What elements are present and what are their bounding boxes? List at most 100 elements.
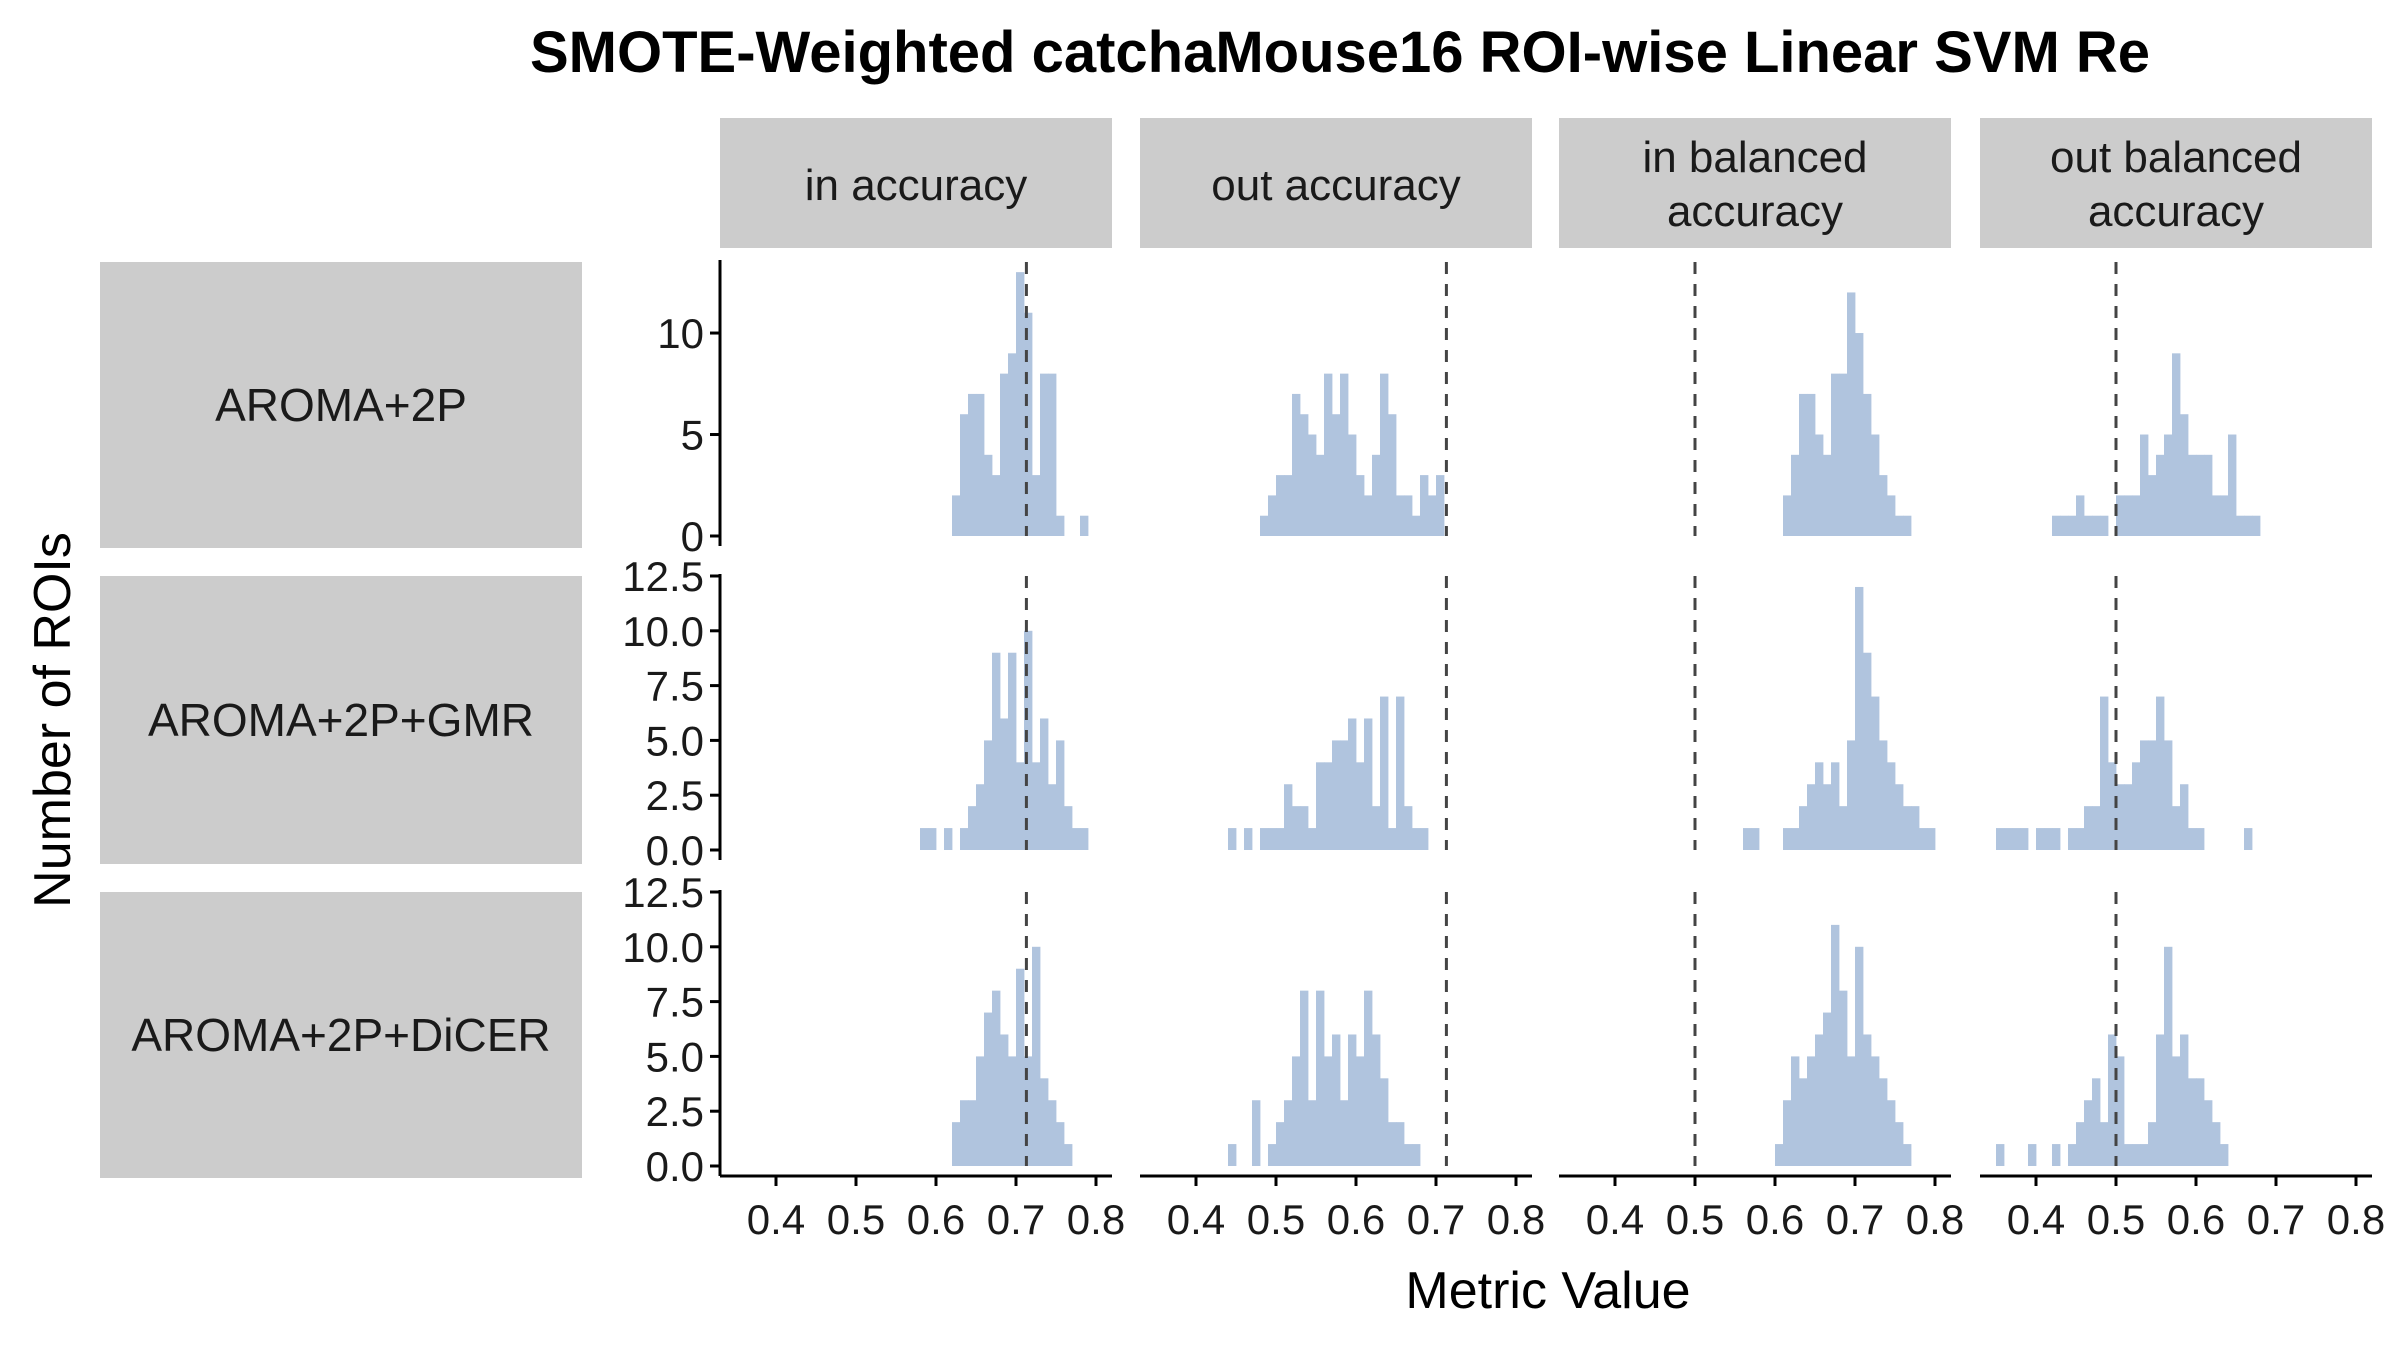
y-tick-label: 10.0: [622, 924, 704, 971]
histogram-bar: [1380, 373, 1389, 536]
row-strip-label: AROMA+2P: [215, 379, 467, 431]
x-tick-label: 0.4: [747, 1196, 805, 1243]
x-tick-label: 0.8: [1906, 1196, 1964, 1243]
y-tick-label: 10.0: [622, 608, 704, 655]
y-tick-label: 2.5: [646, 1088, 704, 1135]
histogram-bar: [1324, 762, 1333, 850]
histogram-bar: [2196, 454, 2205, 536]
histogram-bar: [1340, 1100, 1349, 1166]
histogram-bar: [1743, 828, 1752, 850]
histogram-bar: [1839, 990, 1848, 1166]
histogram-bar: [1396, 696, 1405, 850]
histogram-bar: [2092, 1078, 2101, 1166]
y-tick-label: 5.0: [646, 1033, 704, 1080]
row-strip: [100, 576, 582, 864]
histogram-bar: [1032, 946, 1041, 1166]
histogram-bar: [1372, 1034, 1381, 1166]
histogram-bar: [1024, 630, 1033, 850]
x-tick-label: 0.8: [1487, 1196, 1545, 1243]
x-tick-label: 0.6: [2167, 1196, 2225, 1243]
histogram-bar: [1308, 828, 1317, 850]
y-tick-label: 10: [657, 310, 704, 357]
histogram-bar: [984, 454, 993, 536]
histogram-bar: [960, 414, 969, 536]
histogram-bar: [960, 1100, 969, 1166]
histogram-bar: [1404, 495, 1413, 536]
histogram-bar: [1024, 1056, 1033, 1166]
histogram-bar: [1364, 990, 1373, 1166]
histogram-bar: [2140, 740, 2149, 850]
y-tick-label: 7.5: [646, 663, 704, 710]
histogram-bar: [2204, 1100, 2213, 1166]
histogram-bar: [2084, 806, 2093, 850]
x-tick-label: 0.5: [1247, 1196, 1305, 1243]
x-tick-label: 0.8: [1067, 1196, 1125, 1243]
histogram-bar: [2108, 762, 2117, 850]
histogram-bar: [1032, 475, 1041, 536]
histogram-bar: [1823, 454, 1832, 536]
histogram-bar: [2156, 696, 2165, 850]
histogram-bar: [2164, 740, 2173, 850]
histogram-bar: [1268, 1144, 1277, 1166]
histogram-bar: [1016, 272, 1025, 536]
histogram-bar: [1412, 828, 1421, 850]
histogram-bar: [2172, 806, 2181, 850]
histogram-bar: [1751, 828, 1760, 850]
y-tick-label: 12.5: [622, 869, 704, 916]
histogram-bar: [1008, 353, 1017, 536]
x-tick-label: 0.4: [1167, 1196, 1225, 1243]
histogram-bar: [2244, 515, 2253, 536]
histogram-bar: [1388, 414, 1397, 536]
histogram-bar: [1887, 762, 1896, 850]
histogram-bar: [1831, 373, 1840, 536]
histogram-bar: [1807, 1056, 1816, 1166]
y-tick-label: 2.5: [646, 772, 704, 819]
y-tick-label: 5.0: [646, 717, 704, 764]
histogram-bar: [1072, 828, 1081, 850]
histogram-bar: [1252, 1100, 1261, 1166]
histogram-bar: [1927, 828, 1936, 850]
x-tick-label: 0.4: [2007, 1196, 2065, 1243]
histogram-bar: [1080, 828, 1089, 850]
histogram-bar: [1871, 434, 1880, 536]
histogram-bar: [1412, 515, 1421, 536]
histogram-bar: [2196, 1078, 2205, 1166]
histogram-bar: [1292, 806, 1301, 850]
histogram-bar: [1831, 924, 1840, 1166]
histogram-bar: [1340, 740, 1349, 850]
histogram-bar: [1847, 292, 1856, 536]
histogram-bar: [2172, 353, 2181, 536]
row-strip-label: AROMA+2P+GMR: [148, 694, 534, 746]
histogram-bar: [1048, 784, 1057, 850]
histogram-bar: [1823, 784, 1832, 850]
histogram-bar: [2188, 1078, 2197, 1166]
x-tick-label: 0.5: [2087, 1196, 2145, 1243]
histogram-bar: [1436, 475, 1445, 536]
histogram-bar: [920, 828, 929, 850]
histogram-bar: [1871, 1056, 1880, 1166]
histogram-bar: [2068, 828, 2077, 850]
column-strip: [720, 118, 1112, 248]
histogram-bar: [1919, 828, 1928, 850]
histogram-bar: [2180, 1034, 2189, 1166]
x-tick-label: 0.6: [1327, 1196, 1385, 1243]
histogram-bar: [1895, 784, 1904, 850]
histogram-bar: [1056, 515, 1065, 536]
histogram-bar: [1228, 828, 1237, 850]
histogram-bar: [2212, 1122, 2221, 1166]
histogram-bar: [1348, 1034, 1357, 1166]
x-tick-label: 0.7: [2247, 1196, 2305, 1243]
histogram-bar: [2220, 1144, 2229, 1166]
histogram-bar: [952, 1122, 961, 1166]
histogram-bar: [1284, 1100, 1293, 1166]
column-strip-label: accuracy: [1667, 187, 1843, 236]
histogram-bar: [1056, 740, 1065, 850]
histogram-bar: [1863, 393, 1872, 536]
histogram-bar: [1887, 1100, 1896, 1166]
histogram-bar: [992, 990, 1001, 1166]
row-strip: [100, 262, 582, 548]
histogram-bar: [2244, 828, 2253, 850]
histogram-bar: [1316, 762, 1325, 850]
histogram-bar: [1228, 1144, 1237, 1166]
